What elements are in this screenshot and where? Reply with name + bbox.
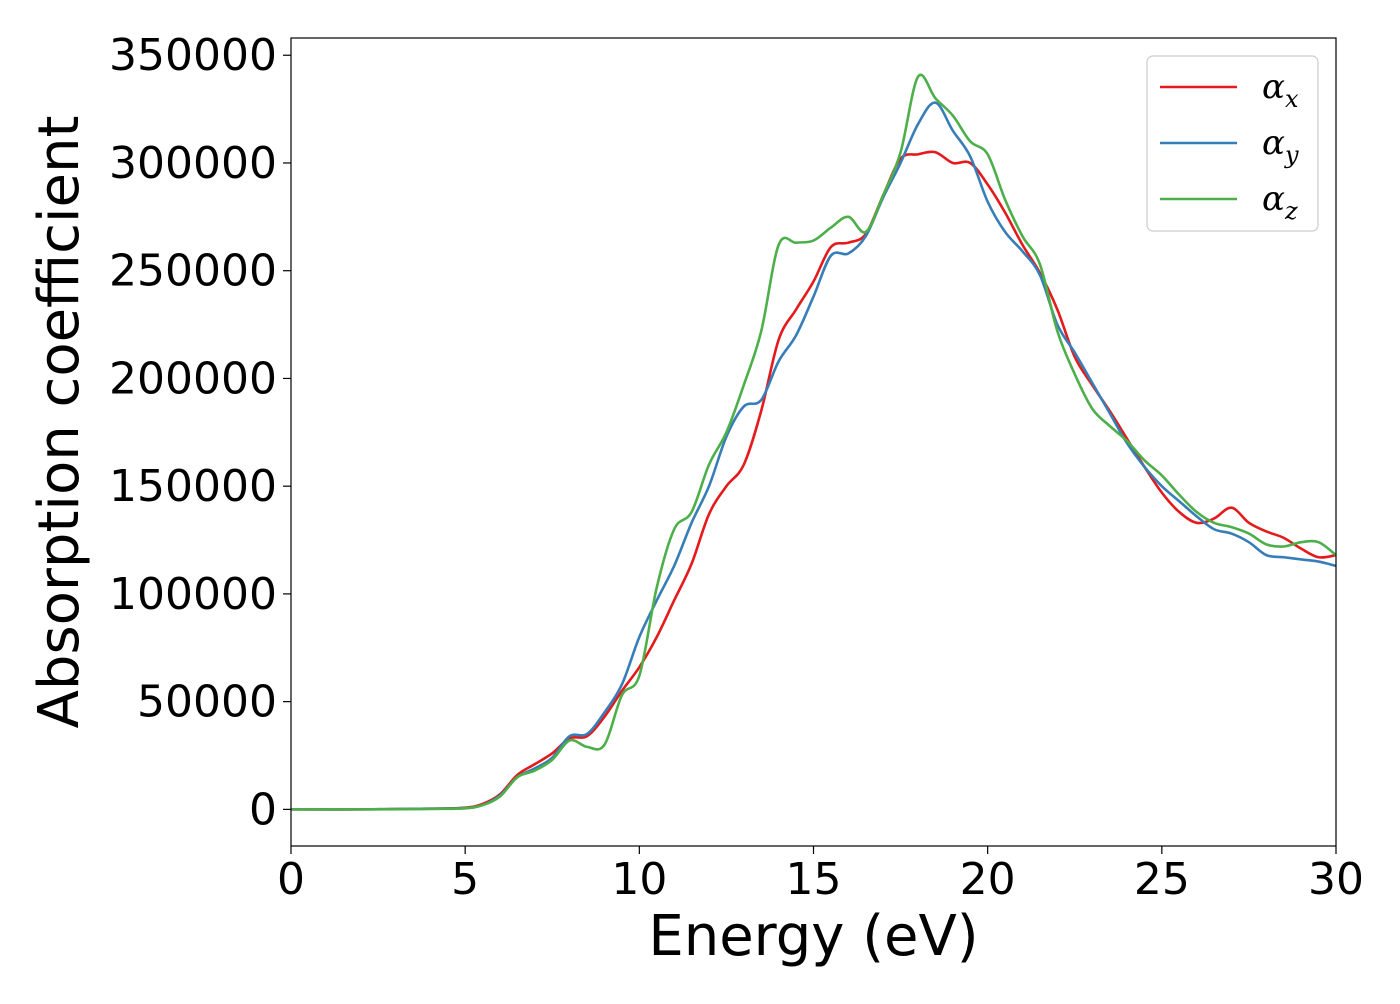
legend-label-x: αx	[1262, 67, 1299, 113]
y-tick-label: 300000	[109, 138, 277, 189]
x-axis-title: Energy (eV)	[648, 904, 978, 969]
series-line-z	[291, 73, 1336, 811]
x-tick-label: 25	[1134, 854, 1190, 905]
y-tick-label: 100000	[109, 569, 277, 620]
x-tick-label: 5	[451, 854, 479, 905]
y-tick-label: 200000	[109, 353, 277, 404]
y-tick-label: 50000	[137, 677, 277, 728]
x-tick-label: 15	[786, 854, 842, 905]
legend: αx αy αz	[1146, 55, 1319, 232]
series-layer	[291, 73, 1336, 811]
y-tick-label: 250000	[109, 246, 277, 297]
x-tick-label: 0	[277, 854, 305, 905]
x-tick-label: 10	[611, 854, 667, 905]
y-axis: 0 50000 100000 150000 200000 250000 300000 3500…	[109, 30, 291, 835]
y-tick-label: 350000	[109, 30, 277, 81]
y-tick-label: 0	[249, 784, 277, 835]
legend-label-z: αz	[1262, 179, 1298, 225]
series-line-x	[291, 150, 1336, 811]
x-tick-label: 30	[1308, 854, 1364, 905]
x-tick-label: 20	[960, 854, 1016, 905]
y-tick-label: 150000	[109, 461, 277, 512]
x-axis: 0 5 10 15 20 25 30	[277, 846, 1364, 905]
y-axis-title: Absorption coefficient	[27, 116, 92, 729]
legend-label-y: αy	[1262, 123, 1299, 169]
